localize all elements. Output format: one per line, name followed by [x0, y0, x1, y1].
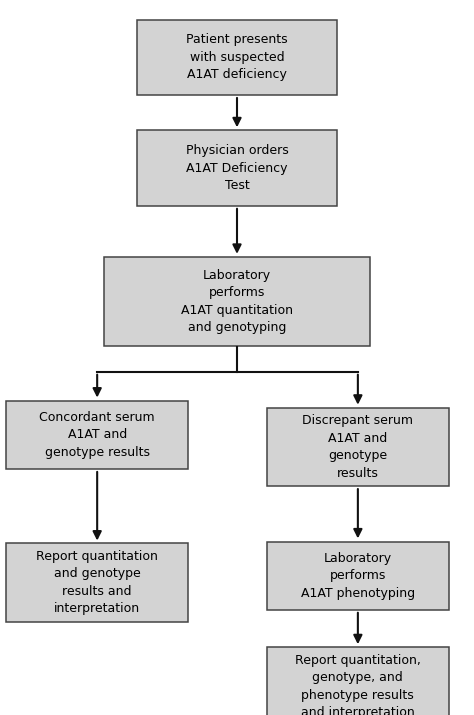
Text: Report quantitation,
genotype, and
phenotype results
and interpretation: Report quantitation, genotype, and pheno…: [295, 654, 421, 715]
Text: Laboratory
performs
A1AT phenotyping: Laboratory performs A1AT phenotyping: [301, 551, 415, 600]
Text: Physician orders
A1AT Deficiency
Test: Physician orders A1AT Deficiency Test: [186, 144, 288, 192]
Text: Report quantitation
and genotype
results and
interpretation: Report quantitation and genotype results…: [36, 550, 158, 616]
Text: Laboratory
performs
A1AT quantitation
and genotyping: Laboratory performs A1AT quantitation an…: [181, 269, 293, 335]
Text: Concordant serum
A1AT and
genotype results: Concordant serum A1AT and genotype resul…: [39, 410, 155, 459]
FancyBboxPatch shape: [266, 408, 449, 486]
Text: Discrepant serum
A1AT and
genotype
results: Discrepant serum A1AT and genotype resul…: [302, 414, 413, 480]
FancyBboxPatch shape: [6, 543, 188, 622]
FancyBboxPatch shape: [266, 542, 449, 609]
FancyBboxPatch shape: [266, 647, 449, 715]
FancyBboxPatch shape: [6, 400, 188, 469]
FancyBboxPatch shape: [104, 257, 370, 347]
FancyBboxPatch shape: [137, 20, 337, 94]
Text: Patient presents
with suspected
A1AT deficiency: Patient presents with suspected A1AT def…: [186, 33, 288, 82]
FancyBboxPatch shape: [137, 130, 337, 206]
